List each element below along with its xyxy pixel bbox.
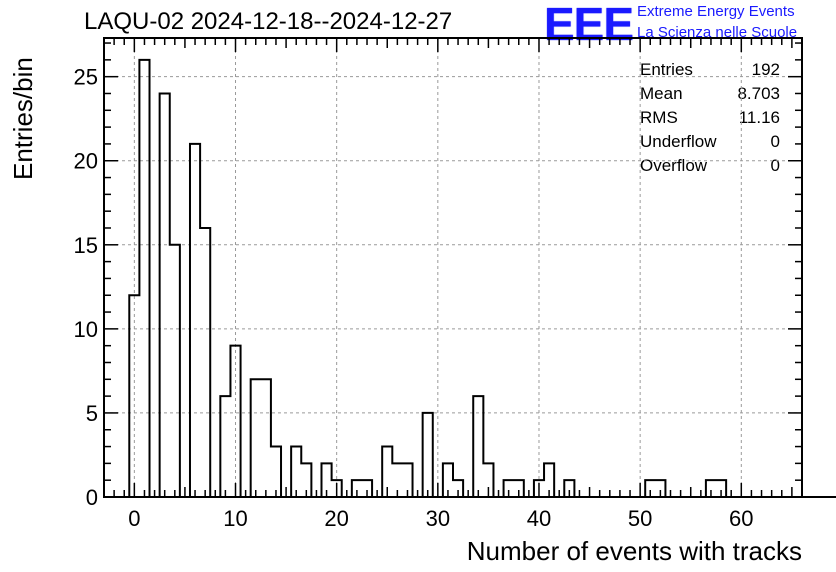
x-tick-label: 40	[527, 506, 551, 531]
stat-row-entries: Entries 192	[640, 58, 780, 82]
x-tick-label: 50	[628, 506, 652, 531]
y-tick-label: 15	[74, 233, 98, 258]
x-tick-label: 0	[128, 506, 140, 531]
stat-row-underflow: Underflow 0	[640, 130, 780, 154]
stat-value: 0	[770, 132, 780, 151]
y-tick-label: 25	[74, 65, 98, 90]
x-tick-label: 20	[324, 506, 348, 531]
y-tick-label: 5	[86, 401, 98, 426]
y-tick-label: 10	[74, 317, 98, 342]
stat-row-rms: RMS 11.16	[640, 106, 780, 130]
stat-label: Mean	[640, 84, 683, 103]
x-tick-label: 10	[223, 506, 247, 531]
stat-value: 0	[770, 156, 780, 175]
y-tick-label: 0	[86, 485, 98, 510]
stat-value: 192	[751, 60, 780, 79]
x-axis-label: Number of events with tracks	[466, 536, 802, 566]
logo-line-2: La Scienza nelle Scuole	[637, 24, 798, 41]
logo-line-1: Extreme Energy Events	[637, 3, 795, 20]
stat-label: Underflow	[640, 132, 717, 151]
y-tick-label: 20	[74, 149, 98, 174]
x-tick-label: 60	[729, 506, 753, 531]
stat-value: 11.16	[738, 108, 780, 127]
plot-frame	[103, 37, 803, 498]
y-axis-label: Entries/bin	[8, 57, 38, 180]
chart-title: LAQU-02 2024-12-18--2024-12-27	[84, 8, 453, 35]
stat-value: 8.703	[737, 84, 780, 103]
stat-row-mean: Mean 8.703	[640, 82, 780, 106]
x-tick-label: 30	[426, 506, 450, 531]
stat-label: RMS	[640, 108, 678, 127]
stat-label: Entries	[640, 60, 693, 79]
